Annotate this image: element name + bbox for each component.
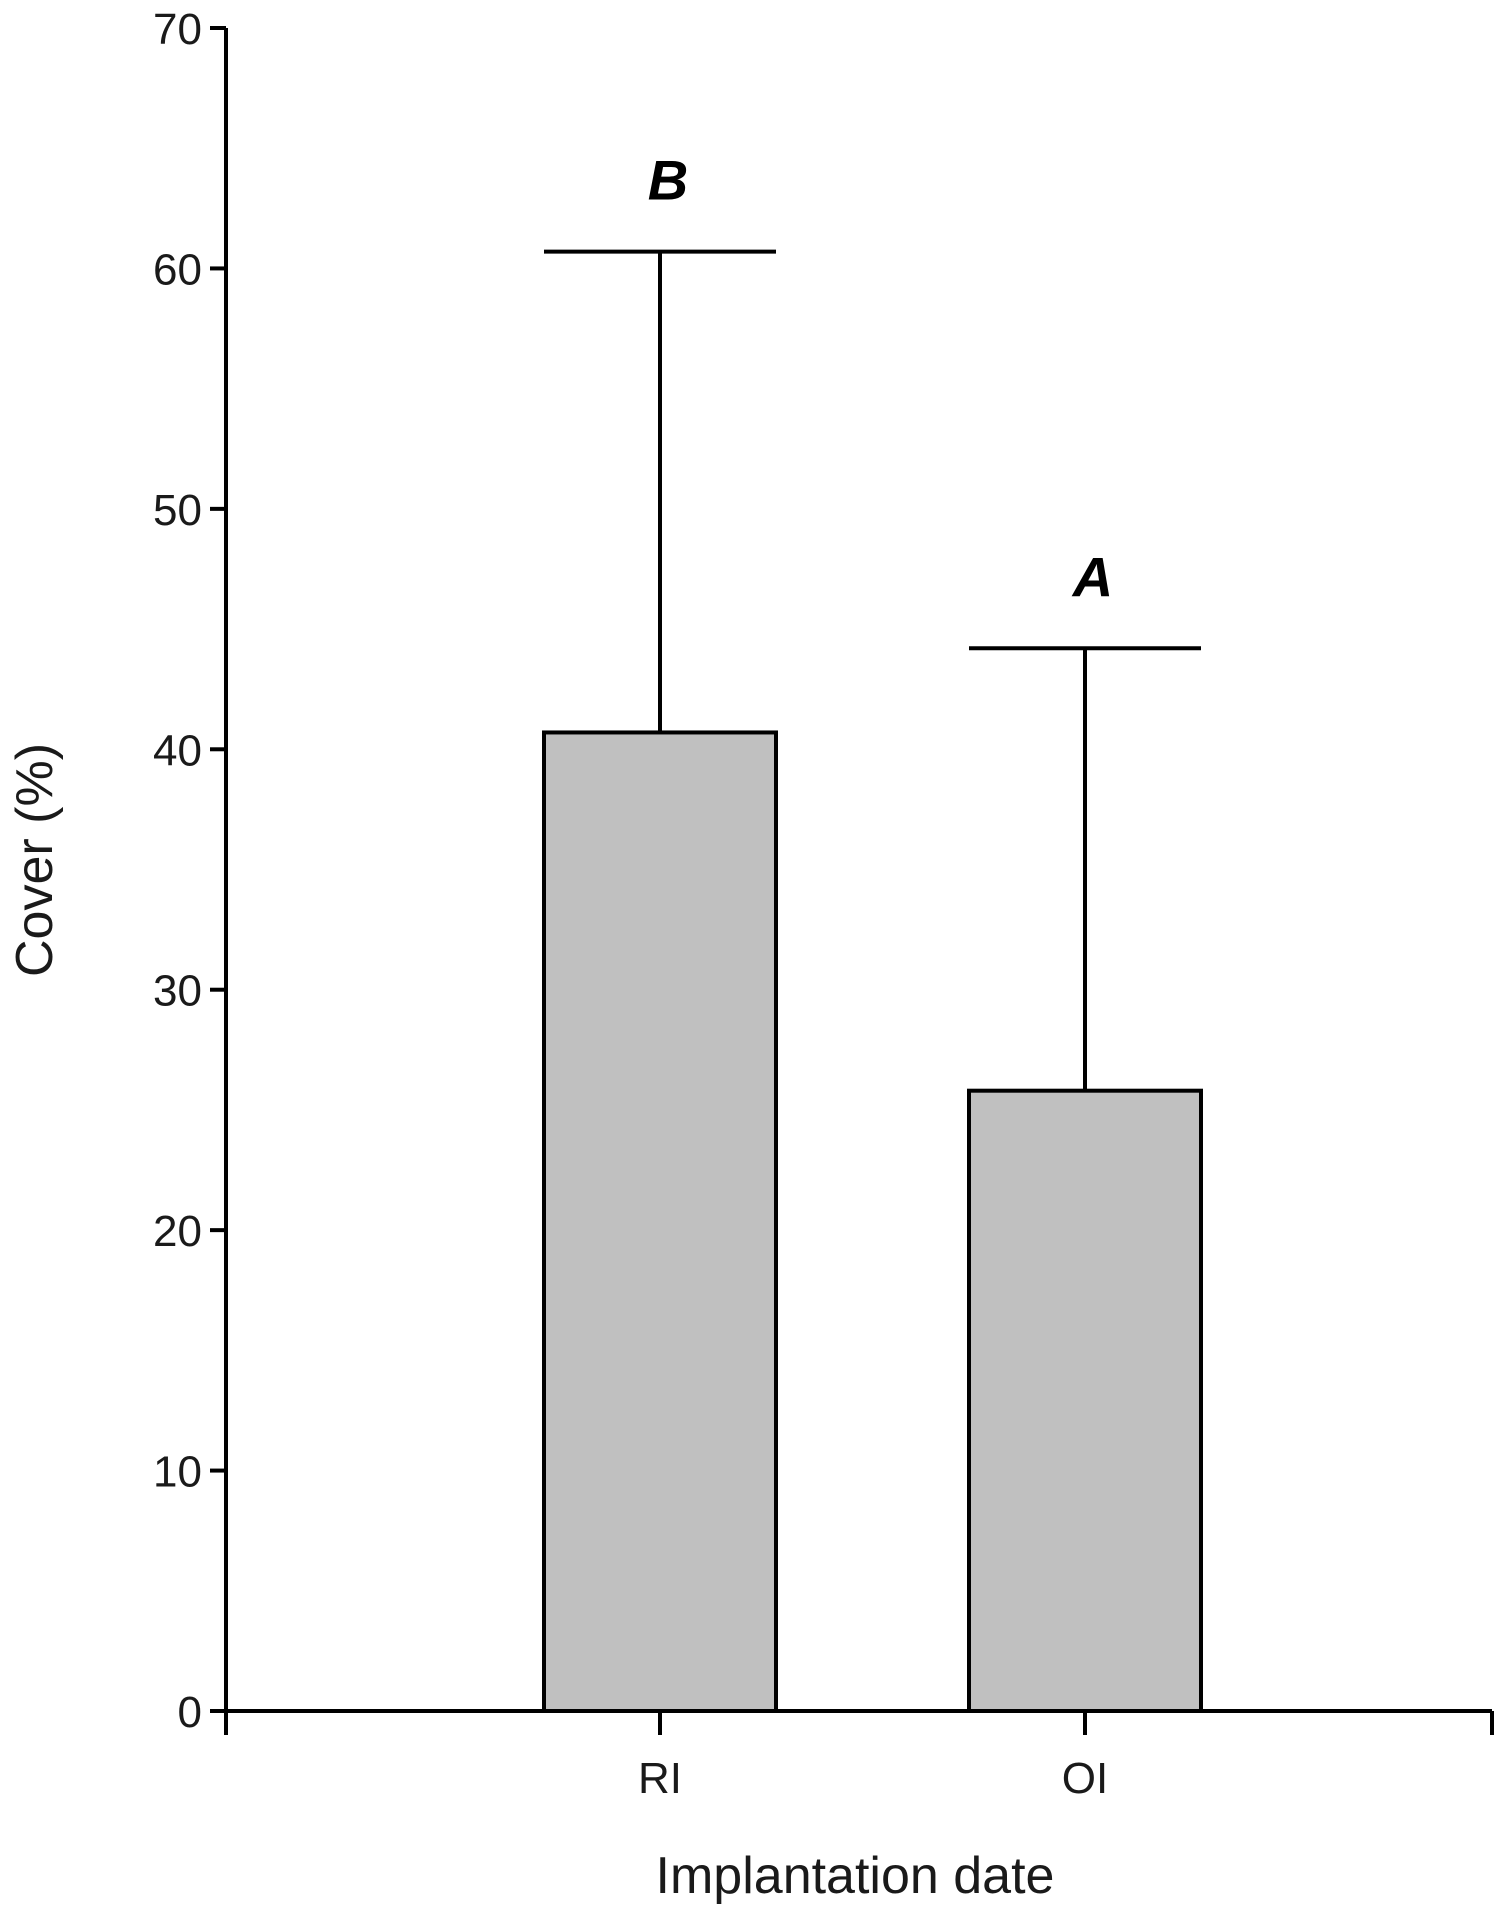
bars	[542, 730, 1203, 1714]
y-tick-label: 10	[153, 1448, 202, 1497]
y-tick-label: 30	[153, 967, 202, 1016]
bar-oi	[967, 1088, 1203, 1714]
bar-ri	[542, 730, 778, 1713]
x-axis-title: Implantation date	[656, 1847, 1055, 1905]
y-tick-label: 0	[178, 1688, 202, 1737]
significance-labels: BA	[648, 149, 1113, 609]
x-tick-label: RI	[638, 1754, 682, 1803]
error-bars	[544, 249, 1201, 1091]
x-axis: RI OI	[224, 1709, 1494, 1803]
significance-label: B	[648, 149, 688, 212]
y-axis-title: Cover (%)	[6, 743, 64, 977]
y-tick-label: 60	[153, 245, 202, 294]
y-axis: 0 10 20 30 40 50 60 70	[153, 5, 228, 1737]
y-tick-label: 20	[153, 1207, 202, 1256]
significance-label: A	[1071, 545, 1113, 608]
x-tick-label: OI	[1062, 1754, 1108, 1803]
y-tick-label: 50	[153, 486, 202, 535]
y-tick-label: 40	[153, 726, 202, 775]
y-tick-label: 70	[153, 5, 202, 54]
